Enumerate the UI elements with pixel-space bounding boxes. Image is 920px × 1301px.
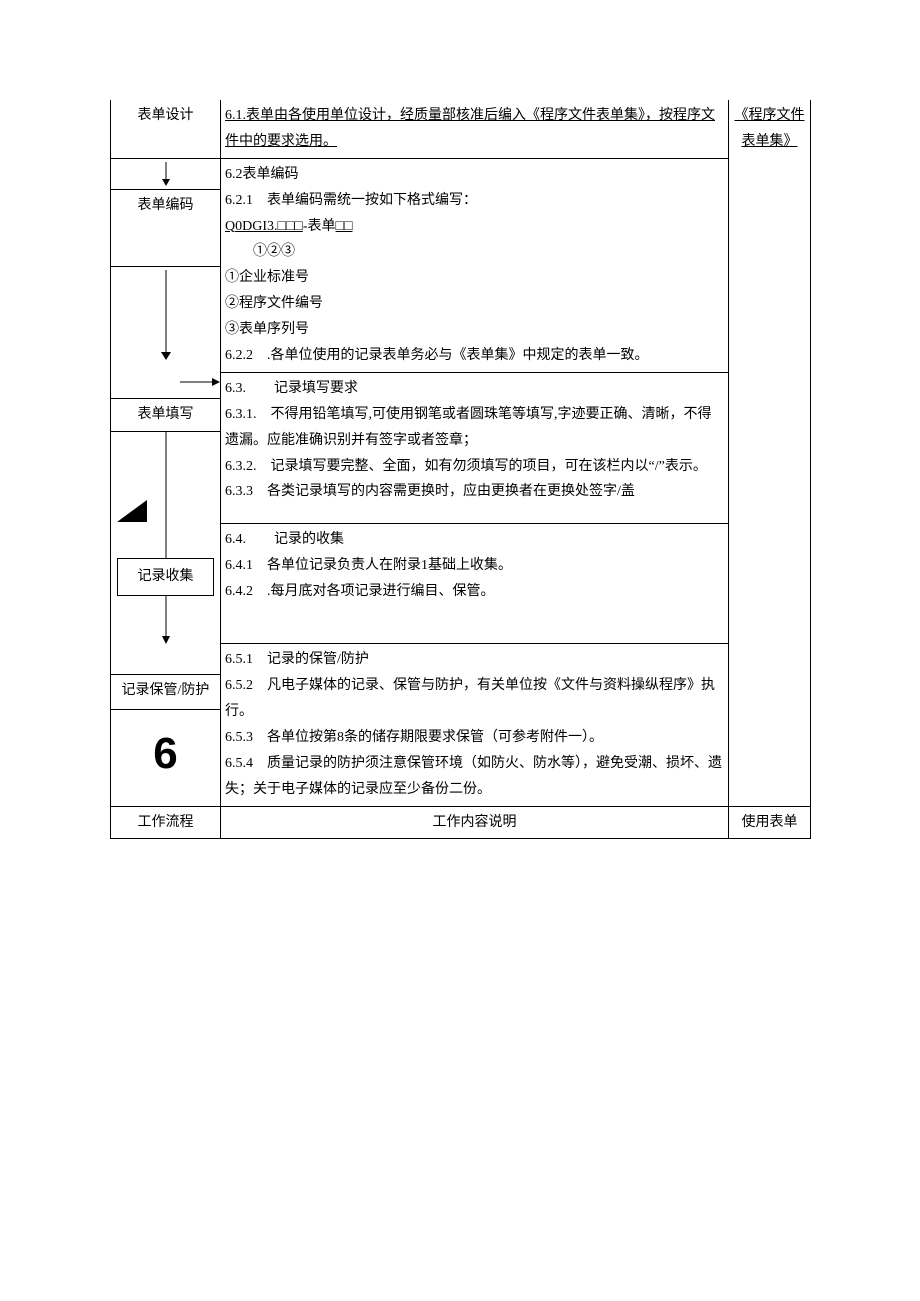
- line-6-4: 6.4. 记录的收集: [225, 527, 724, 553]
- right-form-fill: [729, 372, 811, 523]
- label-record-collect: 记录收集: [117, 558, 214, 596]
- content-record-collect: 6.4. 记录的收集 6.4.1 各单位记录负责人在附录1基础上收集。 6.4.…: [221, 524, 729, 644]
- line-circ2: ②程序文件编号: [225, 291, 724, 317]
- arrow-tri-cell: [111, 432, 221, 524]
- arrow-cell-2: [111, 266, 221, 372]
- gap-cell-5a: [111, 644, 221, 674]
- down-arrow-icon: [159, 270, 173, 360]
- document-table: 表单设计 6.1.表单由各使用单位设计，经质量部核准后编入《程序文件表单集》，按…: [110, 100, 811, 839]
- line-6-5-3: 6.5.3 各单位按第8条的储存期限要求保管（可参考附件一）。: [225, 725, 724, 751]
- line-123: ①②③: [225, 239, 724, 265]
- fmt-d: □□: [336, 219, 353, 234]
- content-form-coding: 6.2表单编码 6.2.1 表单编码需统一按如下格式编写： Q0DGI3.□□□…: [221, 158, 729, 372]
- line-circ1: ①企业标准号: [225, 265, 724, 291]
- line-6-3-1: 6.3.1. 不得用铅笔填写,可使用钢笔或者圆珠笔等填写,字迹要正确、清晰，不得…: [225, 402, 724, 454]
- label-form-coding: 表单编码: [111, 189, 221, 266]
- right-record-collect: [729, 524, 811, 644]
- label-form-design: 表单设计: [111, 100, 221, 158]
- fmt-a: Q0DGI3.: [225, 219, 278, 234]
- line-6-2: 6.2表单编码: [225, 162, 724, 188]
- hdr-workflow: 工作流程: [111, 806, 221, 839]
- line-6-4-2: 6.4.2 .每月底对各项记录进行编目、保管。: [225, 579, 724, 605]
- hdr-desc: 工作内容说明: [221, 806, 729, 839]
- hdr-form: 使用表单: [729, 806, 811, 839]
- down-arrow-icon: [161, 162, 171, 186]
- right-form-coding: [729, 158, 811, 372]
- triangle-icon: [117, 500, 147, 522]
- line-6-5-2: 6.5.2 凡电子媒体的记录、保管与防护，有关单位按《文件与资料操纵程序》执行。: [225, 673, 724, 725]
- down-arrow-icon: [159, 432, 173, 524]
- line-circ3: ③表单序列号: [225, 317, 724, 343]
- right-arrow-icon: [180, 376, 220, 388]
- line-6-4-1: 6.4.1 各单位记录负责人在附录1基础上收集。: [225, 553, 724, 579]
- content-form-design: 6.1.表单由各使用单位设计，经质量部核准后编入《程序文件表单集》，按程序文件中…: [221, 100, 729, 158]
- right-form-design: 《程序文件表单集》: [729, 100, 811, 158]
- underlined-form-design-right: 《程序文件表单集》: [735, 108, 805, 149]
- record-collect-box: 记录收集: [111, 524, 221, 644]
- underlined-form-design-text: 6.1.表单由各使用单位设计，经质量部核准后编入《程序文件表单集》，按程序文件中…: [225, 108, 715, 149]
- fmt-c: -表单: [303, 219, 336, 234]
- content-record-keep: 6.5.1 记录的保管/防护 6.5.2 凡电子媒体的记录、保管与防护，有关单位…: [221, 644, 729, 806]
- line-6-3-3-cut: 6.3.3 各类记录填写的内容需更换时，应由更换者在更换处签字/盖: [225, 479, 724, 505]
- label-record-keep: 记录保管/防护: [111, 674, 221, 710]
- line-6-5-1: 6.5.1 记录的保管/防护: [225, 647, 724, 673]
- right-record-keep: [729, 644, 811, 806]
- line-6-3: 6.3. 记录填写要求: [225, 376, 724, 402]
- fmt-b: □□□: [278, 219, 303, 234]
- content-form-fill: 6.3. 记录填写要求 6.3.1. 不得用铅笔填写,可使用钢笔或者圆珠笔等填写…: [221, 372, 729, 523]
- tiny-arrow-cell: [111, 372, 221, 398]
- arrow-cell-1: [111, 158, 221, 189]
- line-6-2-1: 6.2.1 表单编码需统一按如下格式编写：: [225, 188, 724, 214]
- label-form-fill: 表单填写: [111, 399, 221, 432]
- line-6-3-2: 6.3.2. 记录填写要完整、全面，如有勿须填写的项目，可在该栏内以“/”表示。: [225, 454, 724, 480]
- line-format: Q0DGI3.□□□-表单□□: [225, 214, 724, 240]
- line-6-5-4: 6.5.4 质量记录的防护须注意保管环境（如防火、防水等），避免受潮、损坏、遗失…: [225, 751, 724, 803]
- line-6-2-2: 6.2.2 .各单位使用的记录表单务必与《表单集》中规定的表单一致。: [225, 343, 724, 369]
- big-six: 6: [111, 710, 221, 806]
